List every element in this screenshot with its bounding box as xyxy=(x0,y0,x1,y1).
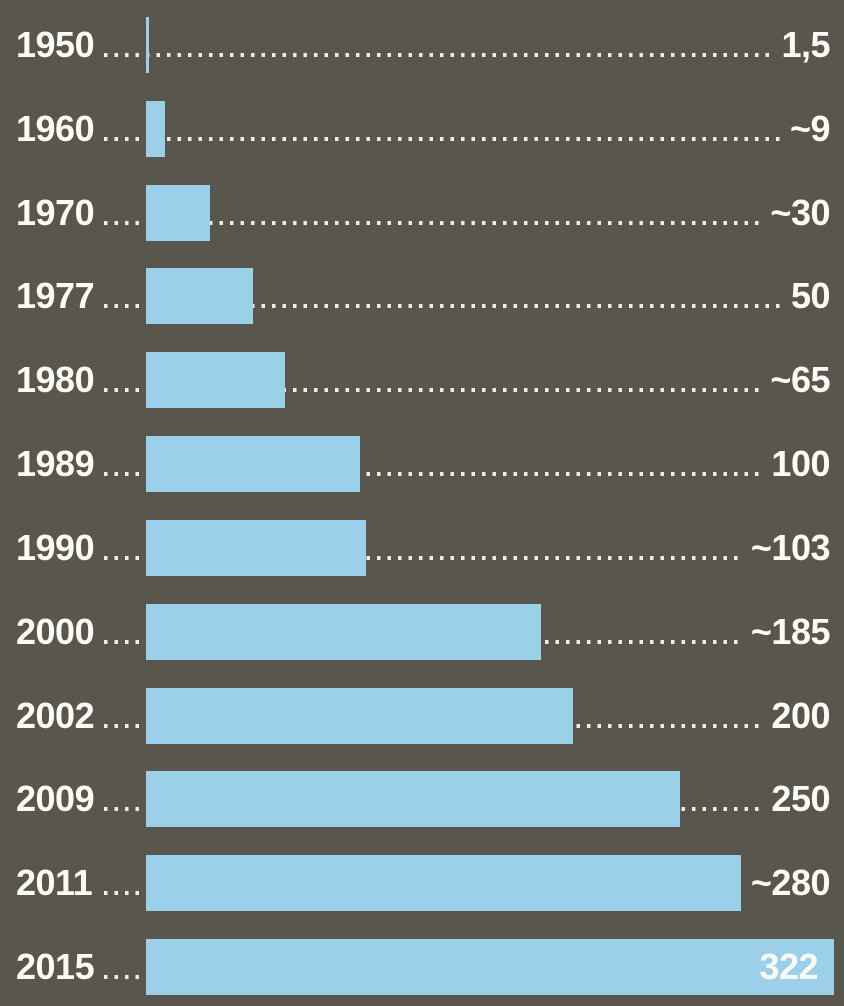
value-bar xyxy=(146,436,360,493)
value-bar xyxy=(146,939,834,996)
chart-row: 1989 100 xyxy=(0,419,844,503)
value-label: 322 xyxy=(759,946,818,988)
value-label: ~185 xyxy=(740,603,831,660)
value-bar xyxy=(146,771,681,828)
value-label: 250 xyxy=(761,771,830,828)
value-label: ~9 xyxy=(779,100,831,157)
chart-row: 2000 ~185 xyxy=(0,587,844,671)
value-bar xyxy=(146,603,542,660)
year-label: 1960 xyxy=(16,107,95,149)
year-label: 1977 xyxy=(16,275,95,317)
chart-row: 2009 250 xyxy=(0,754,844,838)
value-label: 100 xyxy=(761,436,830,493)
value-bar xyxy=(146,687,574,744)
value-label: ~103 xyxy=(740,519,831,576)
value-bar xyxy=(146,268,253,325)
value-bar xyxy=(146,352,285,409)
value-label: 200 xyxy=(761,687,830,744)
chart-row: 2011 ~280 xyxy=(0,838,844,922)
chart-row: 1980 ~65 xyxy=(0,335,844,419)
chart-row: 2015 322 xyxy=(0,922,844,1006)
value-label: ~65 xyxy=(760,352,830,409)
dotted-leader-line xyxy=(104,220,830,225)
year-label: 1970 xyxy=(16,191,95,233)
chart-row: 2002 200 xyxy=(0,671,844,755)
chart-row: 1970 ~30 xyxy=(0,168,844,252)
year-label: 2015 xyxy=(16,946,95,988)
year-label: 2000 xyxy=(16,610,95,652)
year-label: 1989 xyxy=(16,443,95,485)
value-label: ~280 xyxy=(740,855,831,912)
chart-row: 1960 ~9 xyxy=(0,84,844,168)
value-bar xyxy=(146,17,150,73)
value-label: ~30 xyxy=(760,184,830,241)
value-bar xyxy=(146,184,211,241)
value-label: 1,5 xyxy=(771,17,830,73)
year-label: 1990 xyxy=(16,526,95,568)
value-bar xyxy=(146,519,367,576)
dotted-leader-line xyxy=(104,388,830,393)
value-bar xyxy=(146,855,745,912)
year-label: 1950 xyxy=(16,24,95,65)
dotted-leader-line xyxy=(104,472,830,477)
dotted-leader-line xyxy=(104,53,830,57)
chart-row: 1977 50 xyxy=(0,251,844,335)
value-bar xyxy=(146,100,166,157)
value-label: 50 xyxy=(780,268,831,325)
dotted-leader-line xyxy=(104,136,830,141)
year-label: 2002 xyxy=(16,694,95,736)
year-label: 2009 xyxy=(16,778,95,820)
year-label: 2011 xyxy=(16,862,93,904)
dotted-leader-line xyxy=(104,555,830,560)
chart-row: 1950 1,5 xyxy=(0,0,844,84)
year-label: 1980 xyxy=(16,359,95,401)
chart-row: 1990 ~103 xyxy=(0,503,844,587)
dotted-leader-line xyxy=(104,304,830,309)
